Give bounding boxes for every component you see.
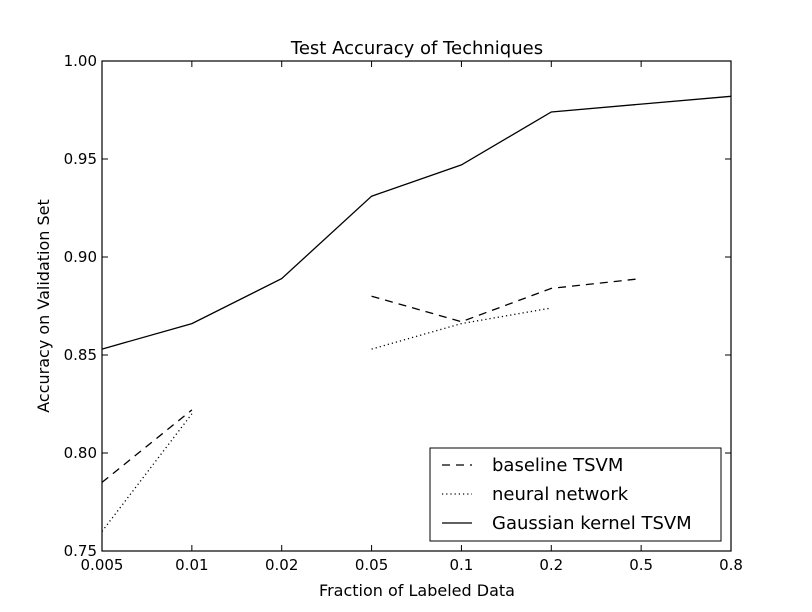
legend-label: Gaussian kernel TSVM — [492, 513, 692, 534]
x-axis-label: Fraction of Labeled Data — [319, 581, 515, 600]
legend-box — [429, 447, 722, 542]
series-2 — [101, 95, 732, 350]
x-tick-label: 0.8 — [719, 556, 743, 574]
y-tick-label: 0.85 — [64, 346, 97, 364]
series-line — [101, 95, 732, 350]
series-line — [101, 409, 193, 483]
series-1 — [101, 307, 552, 532]
legend-label: baseline TSVM — [492, 455, 623, 476]
legend: baseline TSVM neural network Gaussian kern… — [429, 447, 722, 542]
x-tick-label: 0.01 — [175, 556, 208, 574]
y-tick-label: 0.75 — [64, 542, 97, 560]
chart-title: Test Accuracy of Techniques — [290, 38, 543, 59]
plot-area: 0.005 0.01 0.02 0.05 0.1 0.2 0.5 0.8 0.75 0.80 0.8… — [64, 52, 743, 574]
legend-label: neural network — [492, 484, 629, 505]
x-tick-label: 0.005 — [81, 556, 124, 574]
y-tick-label: 0.95 — [64, 150, 97, 168]
series-0 — [101, 277, 642, 483]
y-tick-label: 1.00 — [64, 52, 97, 70]
series-line — [101, 413, 193, 532]
x-tick-label: 0.1 — [449, 556, 473, 574]
plot-frame — [101, 60, 732, 552]
series-line — [371, 277, 642, 323]
y-tick-label: 0.90 — [64, 248, 97, 266]
y-tick-label: 0.80 — [64, 444, 97, 462]
y-axis-label: Accuracy on Validation Set — [34, 199, 53, 413]
x-tick-label: 0.02 — [265, 556, 298, 574]
x-tick-label: 0.5 — [629, 556, 653, 574]
x-tick-label: 0.05 — [355, 556, 388, 574]
x-tick-label: 0.2 — [539, 556, 563, 574]
series-line — [371, 307, 552, 350]
